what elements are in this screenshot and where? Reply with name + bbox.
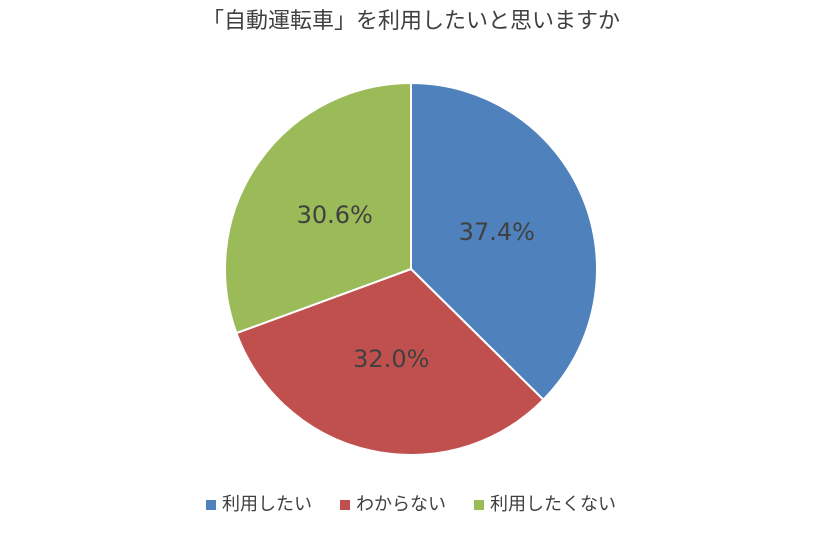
pie-slice xyxy=(224,81,412,335)
data-label: 32.0% xyxy=(353,345,429,373)
legend-swatch xyxy=(206,500,216,510)
pie-slice xyxy=(410,81,598,402)
data-label: 37.4% xyxy=(459,218,535,246)
legend-label: わからない xyxy=(356,494,446,515)
data-label: 30.6% xyxy=(297,201,373,229)
legend-swatch xyxy=(340,500,350,510)
pie-slice xyxy=(235,267,545,456)
legend-swatch xyxy=(474,500,484,510)
legend-label: 利用したい xyxy=(222,494,312,515)
legend-label: 利用したくない xyxy=(490,494,616,515)
chart-title: 「自動運転車」を利用したいと思いますか xyxy=(202,9,620,34)
